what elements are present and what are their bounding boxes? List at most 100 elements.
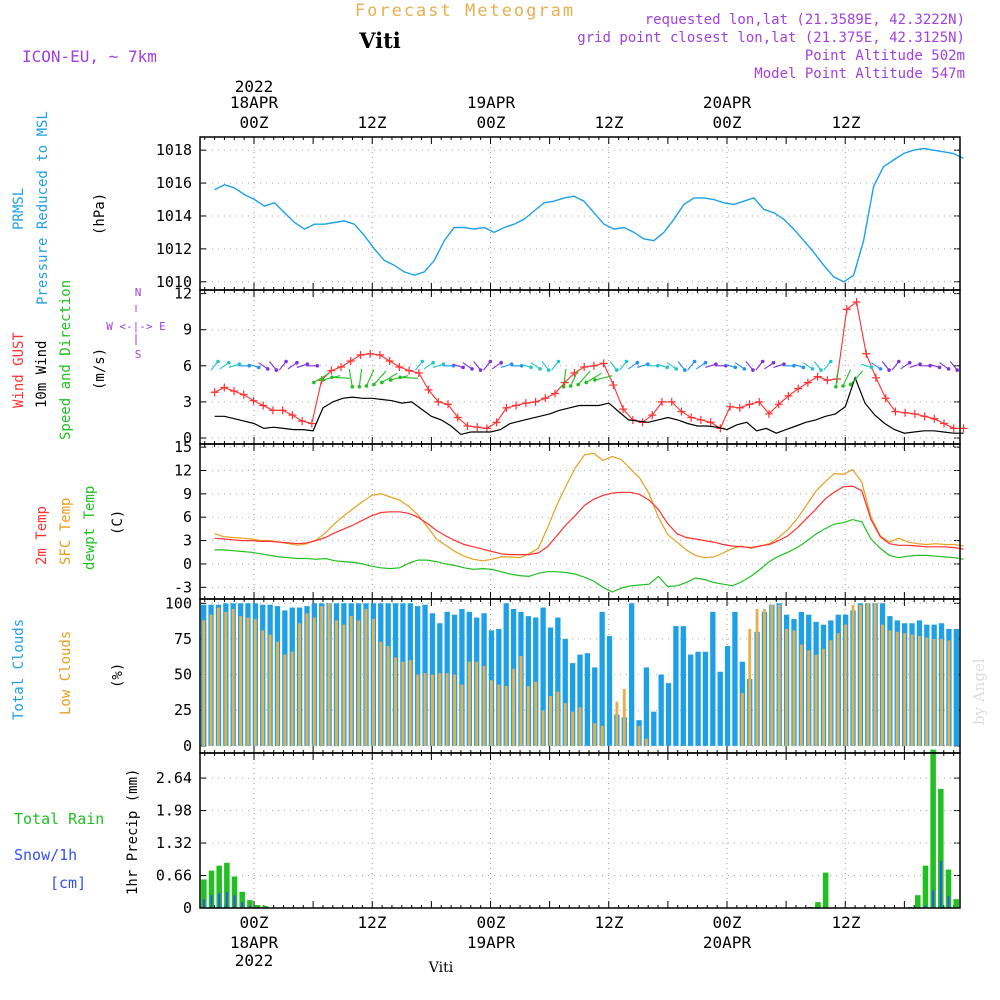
rain-bar [239,891,245,908]
wind-arrow-head [546,368,551,372]
total-cloud-bar [606,636,613,746]
gust-marker [803,378,812,387]
low-cloud-bar [740,693,744,746]
wind-arrow [400,376,419,379]
low-cloud-bar [940,638,944,746]
wind-arrow [332,376,351,379]
gust-marker [521,399,530,408]
y-tick-label: 0 [183,555,192,573]
total-cloud-bar [525,616,532,746]
wind-arrow-head [692,359,697,364]
wind-arrow [500,363,512,368]
y-tick-label: 100 [165,594,192,612]
y-tick-label: 12 [174,285,192,303]
plot-layer: 10101012101410161018036912-3036912150255… [156,136,968,917]
total-cloud-bar [540,607,546,746]
wind-arrow [287,362,298,370]
wind-arrow-head [782,362,786,366]
gust-marker [327,366,336,375]
snow-bar [202,899,205,908]
location-name: Viti [358,28,401,53]
gust-marker [881,394,890,403]
gust-marker [482,424,491,433]
wind-arrow-head [441,362,446,366]
gust-marker [901,408,910,417]
wind-arrow-head [584,380,588,385]
wind-arrow [541,361,550,371]
rain-bar [254,905,261,908]
gust-marker [589,361,598,370]
wind-arrow-head [237,362,242,366]
cloud-label: Low Clouds [58,631,74,715]
y-tick-label: 3 [183,393,192,411]
low-cloud-bar [475,661,479,746]
wind-arrow-head [801,365,806,370]
gust-marker [580,363,589,371]
low-cloud-bar [430,674,434,746]
snow-bar [932,890,935,908]
panel-frame [199,136,961,291]
y-tick-label: 50 [174,666,192,684]
rain-bar [208,870,215,908]
gust-marker [434,397,443,406]
snow-bar [218,893,221,908]
wind-arrow [452,363,464,368]
gust-marker [239,390,248,399]
rain-legend: Total Rain [14,810,104,828]
low-cloud-bar [925,637,929,746]
low-cloud-bar [408,660,412,746]
wind-arrow [577,370,591,385]
chart-title: Forecast Meteogram [355,1,575,21]
wind-arrow-head [841,384,845,388]
gust-marker [531,397,540,406]
wind-arrow [881,361,890,371]
wind-arrow-head [529,365,533,370]
y-tick-label: 25 [174,701,192,719]
low-cloud-bar [401,661,405,746]
total-cloud-bar [503,603,509,746]
low-cloud-bar [763,608,766,746]
low-cloud-bar [386,646,390,746]
credit-watermark: by Angel [970,658,988,725]
wind-arrow [764,362,774,370]
low-cloud-bar [785,628,789,746]
snow-bar [947,896,950,908]
gust-marker [473,423,482,432]
snow-bar [241,902,244,908]
wind-arrow-head [499,360,503,365]
gust-marker [385,356,394,365]
gust-marker [949,424,958,433]
wind-arrow-head [897,359,901,364]
total-cloud-bar [724,646,731,746]
series-line [214,147,964,283]
gust-marker [375,350,384,359]
gust-marker [444,400,453,409]
low-cloud-bar [298,623,302,746]
wind-arrow-head [714,362,718,366]
top-hour-label: 00Z [713,113,742,132]
rain-bar [930,749,936,908]
y-tick-label: 3 [183,532,192,550]
y-tick-label: -3 [174,578,192,596]
wind-arrow [462,362,473,370]
wind-arrow [773,363,785,368]
total-cloud-bar [658,674,664,746]
low-cloud-bar [903,633,907,746]
y-tick-label: 0 [183,899,192,917]
y-tick-label: 15 [174,438,192,456]
gust-marker [940,419,949,428]
rain-bar [922,865,929,908]
precip-unit: 1hr Precip (mm) [125,769,141,895]
low-cloud-bar [312,617,316,746]
gust-marker [346,356,355,365]
model-name: ICON-EU, ~ 7km [22,47,157,66]
y-tick-label: 0 [183,429,192,447]
low-cloud-bar [371,618,375,746]
low-cloud-bar [231,608,235,746]
wind-arrow-head [256,365,261,370]
rain-bar [815,902,821,908]
top-day-label: 20APR [703,93,752,112]
wind-arrow [381,372,398,383]
low-cloud-bar [460,684,464,746]
